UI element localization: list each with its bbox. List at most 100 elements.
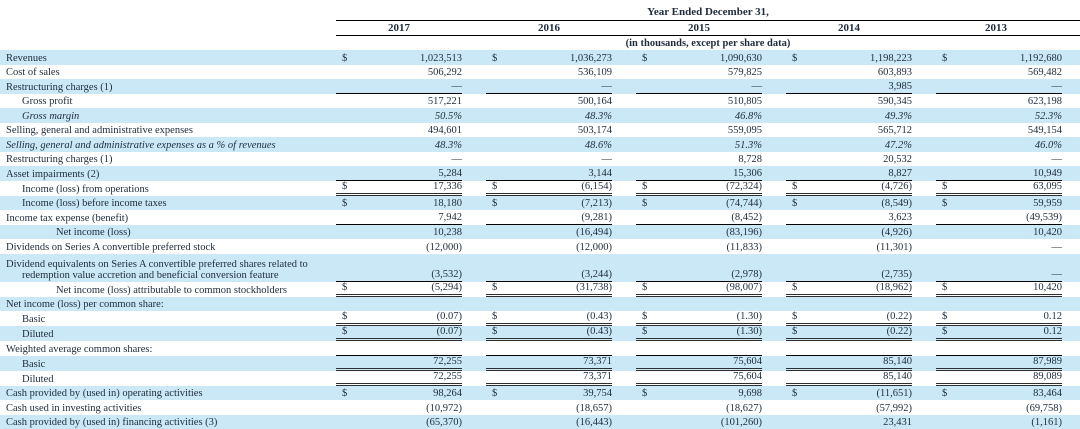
cell: 89,089 [936, 371, 1062, 386]
cell-value: 15,306 [733, 168, 762, 179]
year-value-cell: (3,532) [336, 254, 486, 282]
dollar-sign: $ [942, 53, 947, 64]
cell-value: 565,712 [878, 125, 912, 136]
year-value-cell: 5,284 [336, 166, 486, 181]
cell-value: (0.22) [887, 326, 912, 337]
cell: $83,464 [936, 388, 1062, 400]
cell-value: — [752, 81, 763, 92]
row-label: Dividend equivalents on Series A convert… [0, 254, 336, 282]
dollar-sign: $ [342, 198, 347, 209]
cell: (2,978) [636, 269, 762, 282]
cell: 15,306 [636, 168, 762, 181]
dollar-sign: $ [492, 311, 497, 322]
cell-value: 3,623 [888, 212, 912, 223]
table-row: Cash provided by (used in) operating act… [0, 386, 1080, 401]
cell: 48.3% [336, 140, 462, 152]
cell-value: (31,738) [576, 282, 612, 293]
cell: 49.3% [786, 111, 912, 123]
year-value-cell: (18,657) [486, 400, 636, 415]
cell-value: 10,238 [433, 227, 462, 238]
year-value-cell: 506,292 [336, 65, 486, 80]
year-value-cell: 89,089 [936, 371, 1080, 386]
table-row: Income (loss) from operations$17,336$(6,… [0, 181, 1080, 196]
cell-value: (2,978) [731, 269, 762, 280]
spacer-cell [0, 20, 336, 35]
cell-value: (8,452) [731, 212, 762, 223]
cell-value: (0.07) [437, 311, 462, 322]
year-value-cell: (16,494) [486, 225, 636, 240]
year-value-cell: 500,164 [486, 94, 636, 109]
cell: (49,539) [936, 212, 1062, 225]
year-value-cell: 75,604 [636, 371, 786, 386]
cell: 10,420 [936, 227, 1062, 239]
cell-value: (0.07) [437, 326, 462, 337]
cell-value: (12,000) [426, 242, 462, 253]
year-value-cell: (11,833) [636, 239, 786, 254]
year-value-cell: 549,154 [936, 123, 1080, 138]
year-value-cell: 52.3% [936, 108, 1080, 123]
cell: — [936, 242, 1062, 254]
dollar-sign: $ [492, 198, 497, 209]
cell-value: 569,482 [1028, 67, 1062, 78]
cell: 506,292 [336, 67, 462, 79]
dollar-sign: $ [942, 181, 947, 192]
cell: (12,000) [336, 242, 462, 254]
cell-value: 0.12 [1044, 326, 1062, 337]
year-value-cell: 623,198 [936, 94, 1080, 109]
cell-value: — [1052, 269, 1063, 280]
year-value-cell: (8,452) [636, 210, 786, 225]
cell: $(5,294) [336, 282, 462, 297]
row-label: Net income (loss) attributable to common… [0, 282, 336, 297]
cell-value: 579,825 [728, 67, 762, 78]
cell-value: (0.43) [587, 326, 612, 337]
year-value-cell: $(5,294) [336, 282, 486, 297]
cell: 5,284 [336, 168, 462, 181]
year-header-2014: 2014 [786, 20, 936, 35]
table-title-row: Year Ended December 31, [0, 0, 1080, 20]
year-value-cell: $(1.30) [636, 311, 786, 326]
cell: $39,754 [486, 388, 612, 400]
cell-value: 72,255 [433, 371, 462, 382]
cell-value: — [1052, 154, 1063, 165]
cell: $(1.30) [636, 326, 762, 341]
year-value-cell: 50.5% [336, 108, 486, 123]
cell: $0.12 [936, 326, 1062, 341]
year-value-cell: 47.2% [786, 137, 936, 152]
cell-value: (7,213) [581, 198, 612, 209]
cell: 75,604 [636, 356, 762, 371]
dollar-sign: $ [642, 282, 647, 293]
dollar-sign: $ [942, 326, 947, 337]
year-value-cell: 85,140 [786, 371, 936, 386]
row-label: Revenues [0, 50, 336, 65]
cell-value: — [602, 154, 613, 165]
cell-value: 0.12 [1044, 311, 1062, 322]
cell-value: 590,345 [878, 96, 912, 107]
year-value-cell: $(4,726) [786, 181, 936, 196]
cell: 87,989 [936, 356, 1062, 371]
cell-value: 10,420 [1033, 227, 1062, 238]
cell: $ (7,213) [486, 198, 612, 210]
cell-value: (83,196) [726, 227, 762, 238]
year-value-cell [786, 341, 936, 356]
cell-value: (65,370) [426, 417, 462, 428]
year-value-cell: — [336, 152, 486, 167]
cell-value: (69,758) [1026, 403, 1062, 414]
year-value-cell: 3,144 [486, 166, 636, 181]
cell-value: (3,244) [581, 269, 612, 280]
cell: $59,959 [936, 198, 1062, 210]
units-note-row: (in thousands, except per share data) [0, 35, 1080, 50]
cell: $1,023,513 [336, 53, 462, 65]
table-row: Selling, general and administrative expe… [0, 137, 1080, 152]
year-header-2015: 2015 [636, 20, 786, 35]
dollar-sign: $ [342, 53, 347, 64]
cell: — [636, 81, 762, 94]
cell-value: 83,464 [1033, 388, 1062, 399]
dollar-sign: $ [642, 198, 647, 209]
cell: $(18,962) [786, 282, 912, 297]
year-value-cell [486, 297, 636, 312]
cell: 8,827 [786, 168, 912, 181]
cell: $(0.22) [786, 326, 912, 341]
cell: $1,198,223 [786, 53, 912, 65]
cell-value: — [602, 81, 613, 92]
